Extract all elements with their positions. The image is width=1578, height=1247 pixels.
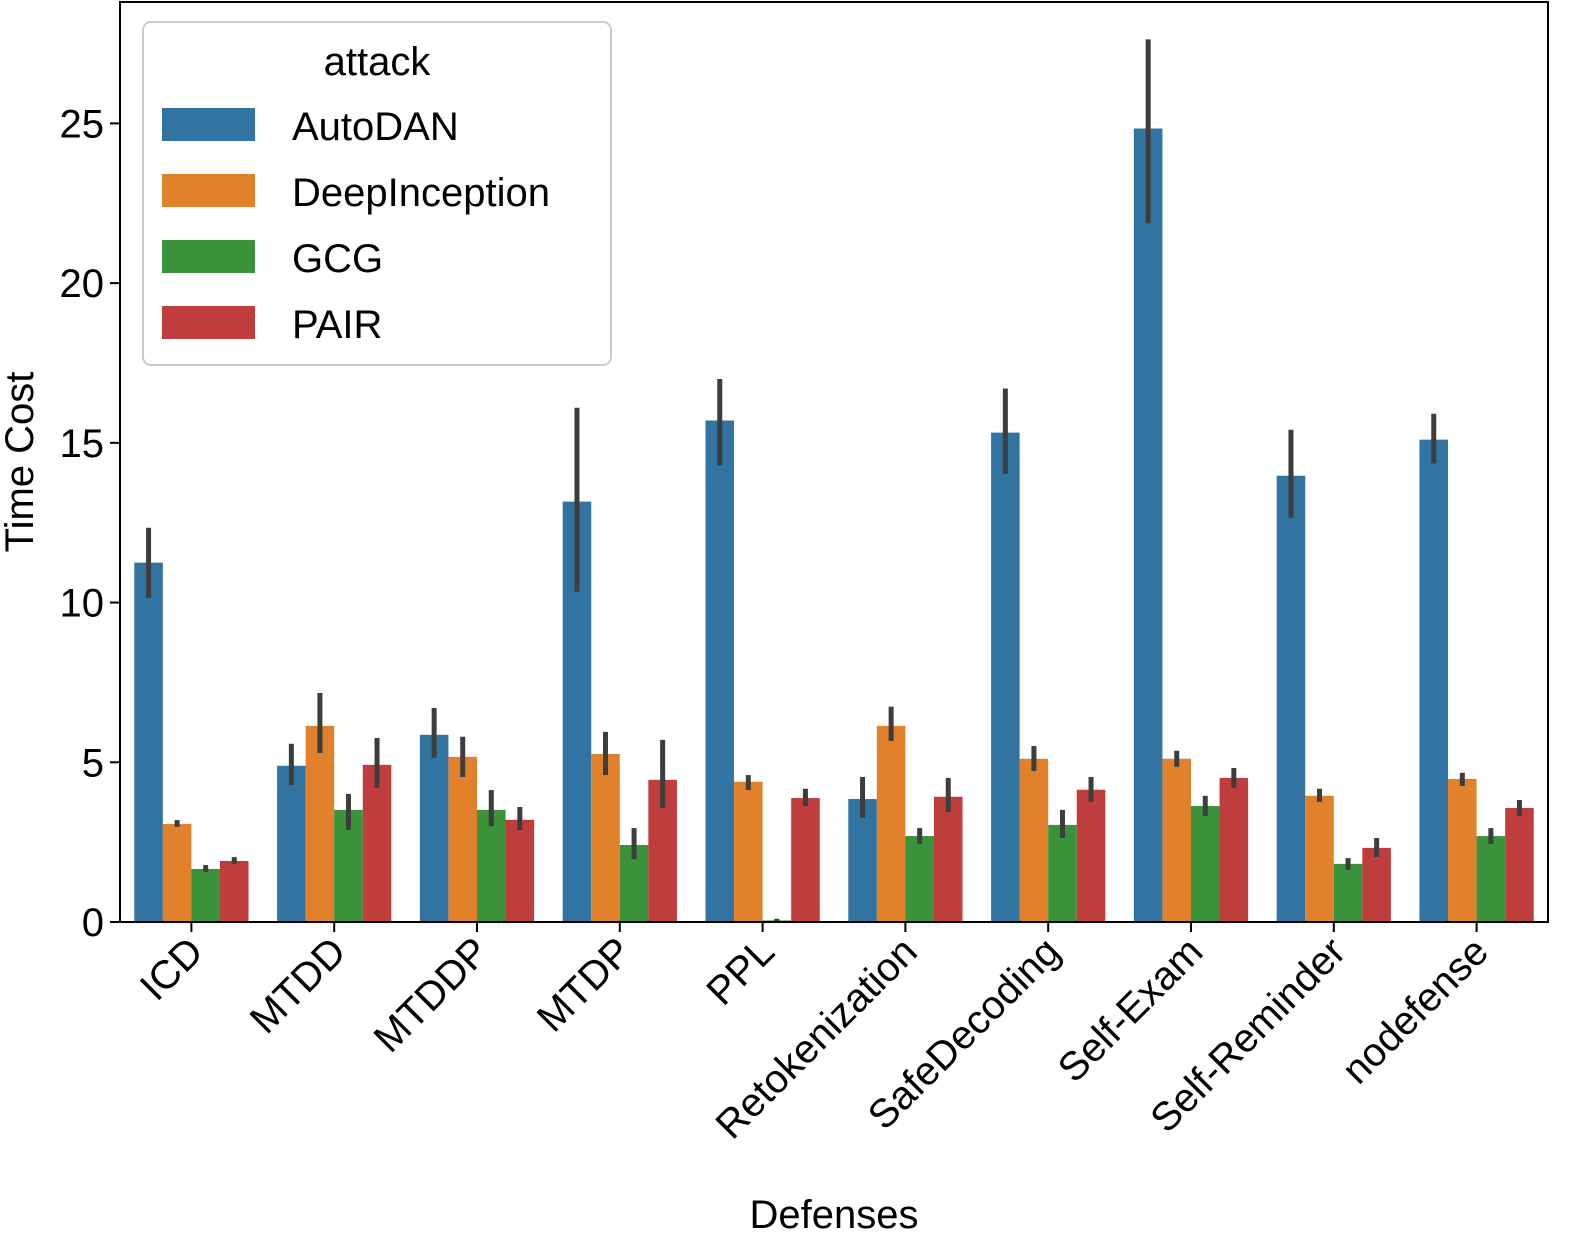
bar-DeepInception-MTDD	[305, 725, 335, 922]
x-tick-label: MTDD	[242, 929, 355, 1042]
bar-AutoDAN-ICD	[134, 562, 163, 922]
bars	[134, 128, 1534, 922]
legend-box	[142, 21, 612, 366]
x-tick-label: MTDDP	[366, 929, 498, 1061]
legend-label-PAIR: PAIR	[292, 303, 382, 347]
y-tick-label: 20	[60, 262, 105, 306]
bar-GCG-ICD	[191, 868, 220, 922]
x-tick-label: MTDP	[529, 929, 640, 1040]
legend-title: attack	[324, 40, 432, 84]
bar-DeepInception-SafeDecoding	[1019, 758, 1049, 922]
error-bars	[146, 39, 1522, 922]
bar-DeepInception-Self-Exam	[1162, 758, 1191, 922]
bar-PAIR-MTDDP	[505, 819, 535, 922]
bar-PAIR-PPL	[791, 798, 820, 922]
bar-AutoDAN-Self-Exam	[1133, 128, 1163, 922]
bar-GCG-MTDDP	[477, 809, 506, 922]
y-axis-label: Time Cost	[0, 372, 42, 553]
y-tick-label: 0	[82, 901, 104, 945]
bar-PAIR-Self-Exam	[1219, 777, 1249, 922]
bar-DeepInception-MTDP	[591, 753, 620, 922]
legend-label-AutoDAN: AutoDAN	[292, 105, 459, 149]
legend-swatch-GCG	[162, 240, 255, 273]
y-tick-label: 15	[60, 422, 105, 466]
bar-PAIR-MTDD	[362, 764, 392, 922]
y-axis: 0 5 10 15 20 25	[60, 102, 120, 945]
bar-AutoDAN-PPL	[705, 420, 735, 922]
legend-swatch-AutoDAN	[162, 108, 255, 141]
bar-DeepInception-MTDDP	[448, 756, 477, 922]
legend: attack AutoDAN DeepInception GCG PAIR	[142, 21, 612, 366]
legend-label-DeepInception: DeepInception	[292, 171, 550, 215]
legend-swatch-DeepInception	[162, 174, 255, 207]
bar-AutoDAN-MTDDP	[419, 734, 449, 922]
bar-GCG-Self-Reminder	[1333, 863, 1363, 922]
y-tick-label: 10	[60, 582, 105, 626]
y-tick-label: 5	[82, 741, 104, 785]
x-axis-label: Defenses	[750, 1193, 919, 1237]
bar-GCG-nodefense	[1476, 836, 1506, 922]
bar-PAIR-Retokenization	[933, 796, 963, 922]
bar-PAIR-SafeDecoding	[1076, 789, 1106, 922]
bar-AutoDAN-SafeDecoding	[991, 432, 1020, 922]
bar-AutoDAN-MTDD	[277, 765, 306, 922]
x-axis: ICD MTDD MTDDP MTDP PPLRetokenizationSafeDec…	[132, 922, 1497, 1147]
legend-label-GCG: GCG	[292, 237, 383, 281]
bar-PAIR-Self-Reminder	[1362, 847, 1391, 922]
bar-DeepInception-ICD	[162, 823, 192, 922]
bar-DeepInception-Self-Reminder	[1305, 795, 1334, 922]
legend-swatch-PAIR	[162, 306, 255, 339]
bar-AutoDAN-nodefense	[1419, 439, 1449, 922]
bar-GCG-SafeDecoding	[1048, 824, 1077, 922]
plot-frame	[119, 1, 1549, 923]
bar-PAIR-ICD	[219, 860, 249, 922]
bar-PAIR-nodefense	[1505, 807, 1534, 922]
bar-AutoDAN-Retokenization	[848, 799, 877, 922]
bar-AutoDAN-Self-Reminder	[1276, 475, 1306, 922]
x-tick-label: ICD	[132, 929, 212, 1009]
bar-GCG-Self-Exam	[1191, 806, 1220, 922]
bar-GCG-Retokenization	[905, 836, 934, 922]
bar-DeepInception-Retokenization	[876, 725, 906, 922]
bar-DeepInception-nodefense	[1448, 778, 1477, 922]
x-tick-label: PPL	[698, 929, 783, 1014]
bar-DeepInception-PPL	[734, 781, 763, 922]
y-tick-label: 25	[60, 102, 105, 146]
x-tick-label: nodefense	[1334, 929, 1497, 1092]
